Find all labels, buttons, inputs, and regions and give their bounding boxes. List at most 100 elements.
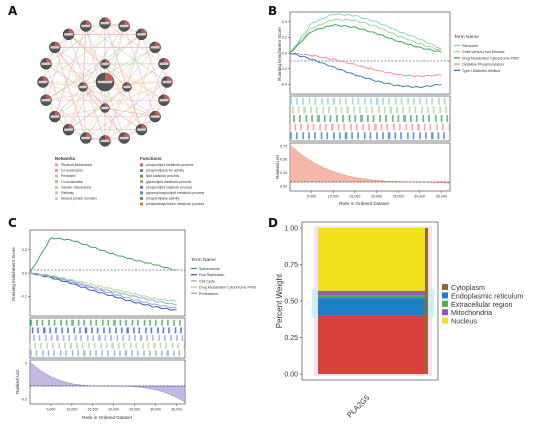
gsea-b-es-plot-frame (289, 11, 451, 95)
gene-node (149, 41, 161, 54)
legend-label: Graft-Versus-Host Disease (462, 50, 505, 54)
xtick-label: 10,000 (328, 195, 339, 199)
gene-node-function-slice (163, 94, 170, 101)
xtick-label: 35,000 (436, 195, 447, 199)
gene-node-label-box (50, 115, 60, 118)
xtick-label: 15,000 (349, 195, 360, 199)
bar-d-legend-label: Mitochondria (451, 308, 492, 317)
function-legend-swatch (140, 191, 143, 195)
gene-node (100, 59, 110, 69)
gene-node-function-slice (46, 94, 52, 101)
bar-d-legend-swatch (442, 317, 448, 324)
function-legend-label: phospholipid metabolic process (146, 163, 194, 167)
es-curve-oxidative-phosphorylation (289, 52, 442, 78)
xtick-label: 15,000 (87, 408, 98, 412)
network-edge (85, 25, 106, 109)
network-edge (85, 25, 168, 83)
gsea-b-xticks: 5,000 10,000 15,000 20,000 25,000 30,000 35,00… (307, 191, 447, 199)
network-edge (104, 25, 125, 109)
gene-node-function-slice (105, 135, 111, 141)
gene-node-function-slice (155, 111, 161, 117)
panel-c-gsea: 0.2 0.0 -0.2 Running Enrichment Score 0 -0.… (11, 229, 256, 420)
gene-node-label-box (50, 46, 60, 49)
gene-node-label-box (81, 24, 91, 28)
network-legend: Physical Interactions Co-expressionPredic… (55, 163, 97, 201)
network-edge (42, 81, 125, 139)
panel-a-letter: A (8, 4, 18, 18)
function-legend-label: lipid catabolic process (146, 174, 179, 178)
network-edge (123, 47, 156, 139)
gsea-b-es-ticks: 0.4 0.2 0.0 -0.2 -0.4 (280, 20, 290, 87)
network-edge (68, 34, 165, 101)
panel-b-gsea: 0.4 0.2 0.0 -0.2 -0.4 Running Enrichment Sco… (275, 11, 519, 206)
gsea-c-curves (29, 237, 177, 311)
network-edge (42, 81, 106, 109)
network-edge (104, 34, 142, 65)
gene-node-function-slice (124, 20, 130, 26)
network-edge (45, 86, 128, 101)
gene-node-label-box (97, 80, 113, 84)
gene-node-label-box (101, 106, 109, 110)
ranked-ytick-label: 0.25 (280, 171, 287, 175)
network-edge (104, 22, 165, 65)
network-edge (68, 22, 106, 130)
network-nodes (37, 17, 173, 147)
gene-node-label-box (100, 139, 110, 143)
network-edge (68, 63, 106, 130)
bar-d-ytick-label: 0.75 (284, 262, 298, 269)
ranked-ytick-label: -0.5 (21, 397, 27, 401)
gene-node (161, 76, 173, 88)
es-ytick-label: 0.2 (282, 36, 287, 40)
function-legend-swatch (140, 180, 143, 184)
es-ytick-label: 0.0 (22, 271, 27, 275)
es-curve-proteasome (29, 272, 177, 306)
gene-node-function-slice (85, 132, 92, 139)
network-edge (141, 63, 165, 130)
function-legend-swatch (140, 163, 143, 167)
legend-label: Drug Metabolism Cytochrome P450 (199, 286, 256, 290)
gene-node-label-box (38, 80, 48, 84)
gsea-c-ylabel-top: Running Enrichment Score (11, 247, 16, 301)
network-edge (85, 81, 168, 139)
xtick-label: 5,000 (307, 195, 316, 199)
bar-d-legend-label: Cytoplasm (451, 283, 485, 292)
network-edge (123, 25, 156, 117)
gene-node-label-box (159, 62, 169, 65)
bar-segment-extracellular-region (318, 295, 428, 299)
panel-c-letter: C (8, 216, 17, 230)
function-legend-swatch (140, 185, 143, 189)
gene-node-label-box (137, 128, 146, 131)
network-edge (126, 63, 165, 88)
network-legend-swatch (55, 185, 58, 189)
bar-segment-nucleus (318, 228, 428, 291)
gene-node-label-box (81, 136, 91, 140)
function-legend-swatch (140, 174, 143, 178)
bar-d-ytick-label: 0.25 (284, 335, 298, 342)
es-ytick-label: 0.2 (22, 248, 27, 252)
legend-label: Proteasome (199, 292, 218, 296)
network-edge (68, 86, 128, 130)
network-legend-swatch (55, 169, 58, 172)
networks-legend-title: Networks (55, 156, 76, 161)
legend-label: Oxidative Phosphorylation (462, 63, 504, 67)
bar-d-xtick-label: PLA2G5 (345, 393, 371, 419)
es-ytick-label: 0.4 (282, 20, 287, 24)
network-legend-swatch (55, 163, 58, 167)
network-edge (104, 63, 165, 101)
gene-node (135, 123, 148, 136)
xtick-label: 30,000 (150, 408, 161, 412)
function-legend-swatch (140, 197, 143, 200)
gene-node (80, 132, 92, 144)
function-legend-label: phospholipase activity (146, 197, 179, 201)
network-edge (104, 81, 168, 109)
function-legend-swatch (140, 169, 143, 172)
network-edge (82, 25, 125, 88)
gsea-c-ranked-yticks: 0 -0.5 (21, 361, 27, 401)
gene-node (158, 58, 170, 70)
legend-label: Drug Metabolism Cytochrome P450 (462, 56, 519, 60)
gene-node-label-box (150, 115, 160, 118)
network-edge (104, 107, 125, 139)
network-edge (141, 34, 165, 101)
bar-d-legend-label: Endoplasmic reticulum (451, 291, 523, 300)
